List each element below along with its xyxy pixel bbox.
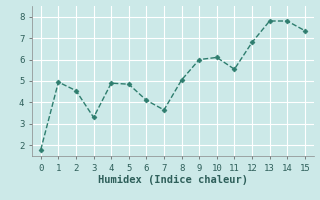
X-axis label: Humidex (Indice chaleur): Humidex (Indice chaleur)	[98, 175, 248, 185]
